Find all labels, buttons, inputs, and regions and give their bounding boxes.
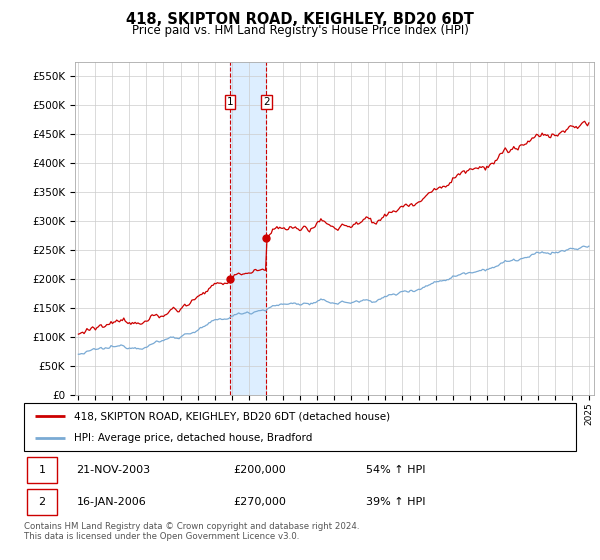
Text: 2: 2	[38, 497, 46, 507]
Text: Price paid vs. HM Land Registry's House Price Index (HPI): Price paid vs. HM Land Registry's House …	[131, 24, 469, 37]
Text: 21-NOV-2003: 21-NOV-2003	[76, 465, 151, 475]
Text: 1: 1	[227, 97, 233, 107]
Text: 1: 1	[38, 465, 46, 475]
Text: 418, SKIPTON ROAD, KEIGHLEY, BD20 6DT (detached house): 418, SKIPTON ROAD, KEIGHLEY, BD20 6DT (d…	[74, 411, 390, 421]
Bar	[27, 489, 57, 515]
Text: 54% ↑ HPI: 54% ↑ HPI	[366, 465, 426, 475]
Bar	[230, 62, 266, 395]
Bar	[27, 457, 57, 483]
Text: 2: 2	[263, 97, 270, 107]
Text: 39% ↑ HPI: 39% ↑ HPI	[366, 497, 426, 507]
Text: £200,000: £200,000	[234, 465, 287, 475]
Text: Contains HM Land Registry data © Crown copyright and database right 2024.
This d: Contains HM Land Registry data © Crown c…	[24, 522, 359, 542]
Text: £270,000: £270,000	[234, 497, 287, 507]
Text: 418, SKIPTON ROAD, KEIGHLEY, BD20 6DT: 418, SKIPTON ROAD, KEIGHLEY, BD20 6DT	[126, 12, 474, 27]
Text: 16-JAN-2006: 16-JAN-2006	[76, 497, 146, 507]
Text: HPI: Average price, detached house, Bradford: HPI: Average price, detached house, Brad…	[74, 433, 312, 443]
